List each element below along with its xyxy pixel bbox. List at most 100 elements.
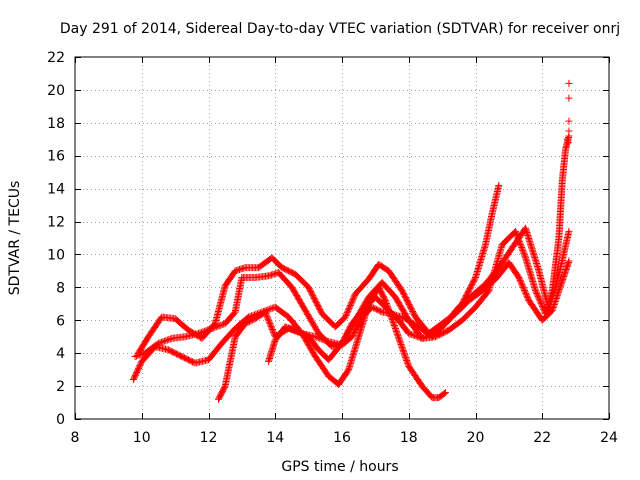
data-point xyxy=(381,297,389,305)
data-point xyxy=(265,317,273,325)
data-point xyxy=(517,242,525,250)
data-point xyxy=(533,290,541,298)
data-point xyxy=(217,321,225,329)
series-6 xyxy=(563,79,573,147)
data-point xyxy=(248,316,256,324)
data-point xyxy=(401,351,409,359)
data-point xyxy=(160,337,168,345)
data-point xyxy=(520,249,528,257)
data-points xyxy=(129,79,573,403)
data-point xyxy=(393,311,401,319)
data-point xyxy=(517,241,525,249)
data-point xyxy=(563,135,571,143)
data-point xyxy=(394,333,402,341)
series-4 xyxy=(215,224,573,403)
data-point xyxy=(263,312,271,320)
data-point xyxy=(269,327,277,335)
grid-lines xyxy=(75,57,609,419)
data-point xyxy=(348,299,356,307)
data-point xyxy=(342,312,350,320)
data-point xyxy=(532,287,540,295)
y-tick-label: 0 xyxy=(56,412,65,428)
x-tick-label: 16 xyxy=(333,430,351,446)
data-point xyxy=(395,335,403,343)
data-point xyxy=(267,305,275,313)
data-point xyxy=(264,314,272,322)
data-point xyxy=(471,275,479,283)
data-point xyxy=(516,275,524,283)
y-tick-label: 10 xyxy=(47,247,65,263)
data-point xyxy=(218,321,226,329)
data-point xyxy=(268,324,276,332)
x-tick-label: 12 xyxy=(200,430,218,446)
data-point xyxy=(163,336,171,344)
y-tick-labels: 0 2 4 6 8 10 12 14 16 18 20 22 xyxy=(47,50,65,428)
data-point xyxy=(565,79,573,87)
data-point xyxy=(154,339,162,347)
data-point xyxy=(514,233,522,241)
data-point xyxy=(390,322,398,330)
data-point xyxy=(398,342,406,350)
data-point xyxy=(515,238,523,246)
data-point xyxy=(495,181,503,189)
data-point xyxy=(374,306,382,314)
data-point xyxy=(399,346,407,354)
data-point xyxy=(319,335,327,343)
data-point xyxy=(265,318,273,326)
data-point xyxy=(515,273,523,281)
data-point xyxy=(247,317,255,325)
data-point xyxy=(534,292,542,300)
data-point xyxy=(394,312,402,320)
y-tick-label: 14 xyxy=(47,182,65,198)
data-point xyxy=(316,334,324,342)
data-point xyxy=(349,296,357,304)
data-point xyxy=(441,389,449,397)
data-point xyxy=(392,326,400,334)
data-point xyxy=(521,286,529,294)
data-point xyxy=(390,310,398,318)
data-point xyxy=(522,289,530,297)
x-axis-label: GPS time / hours xyxy=(281,459,398,475)
data-point xyxy=(246,317,254,325)
data-point xyxy=(268,325,276,333)
data-point xyxy=(523,292,531,300)
data-point xyxy=(262,309,270,317)
data-point xyxy=(396,338,404,346)
data-point xyxy=(391,323,399,331)
data-point xyxy=(536,297,544,305)
data-point xyxy=(519,246,527,254)
data-point xyxy=(440,389,448,397)
y-tick-label: 18 xyxy=(47,116,65,132)
data-point xyxy=(521,288,529,296)
data-point xyxy=(322,337,330,345)
data-point xyxy=(400,349,408,357)
data-point xyxy=(408,331,416,339)
axis-ticks xyxy=(75,57,610,420)
data-point xyxy=(368,303,376,311)
data-point xyxy=(396,336,404,344)
data-point xyxy=(311,333,319,341)
x-tick-label: 24 xyxy=(600,430,618,446)
data-point xyxy=(314,334,322,342)
data-point xyxy=(401,352,409,360)
data-point xyxy=(375,307,383,315)
data-point xyxy=(221,383,229,391)
data-point xyxy=(399,345,407,353)
data-point xyxy=(267,321,275,329)
data-point xyxy=(162,337,170,345)
series-1 xyxy=(129,283,449,402)
data-point xyxy=(393,330,401,338)
data-point xyxy=(320,336,328,344)
data-point xyxy=(369,304,377,312)
x-tick-label: 14 xyxy=(266,430,284,446)
data-point xyxy=(345,304,353,312)
y-axis-label: SDTVAR / TECUs xyxy=(7,181,23,296)
data-point xyxy=(269,328,277,336)
data-point xyxy=(518,245,526,253)
data-point xyxy=(520,285,528,293)
data-point xyxy=(391,311,399,319)
y-tick-label: 2 xyxy=(56,379,65,395)
data-point xyxy=(402,355,410,363)
data-point xyxy=(565,94,573,102)
